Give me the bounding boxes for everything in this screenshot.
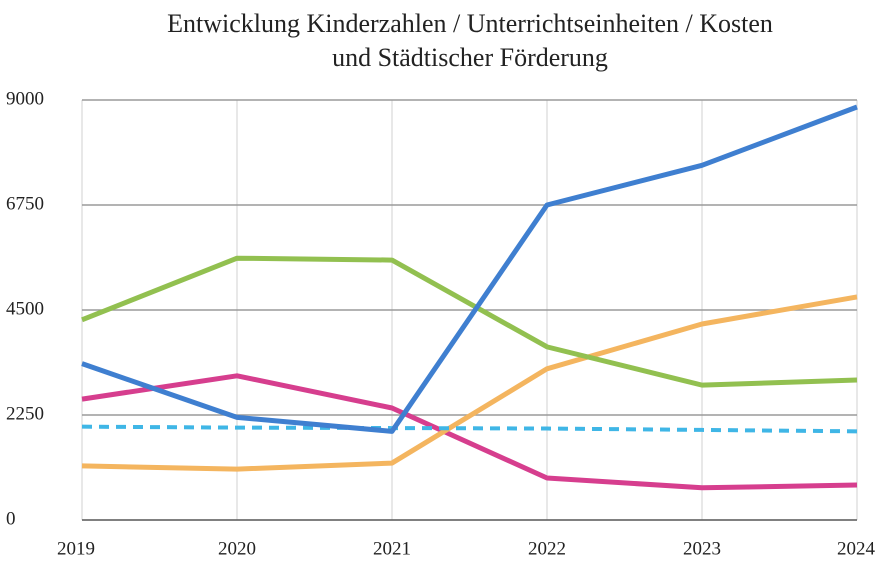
x-tick-label: 2024 xyxy=(837,538,875,559)
y-tick-label: 9000 xyxy=(6,88,44,109)
series-line xyxy=(81,424,858,434)
x-tick-label: 2019 xyxy=(57,538,95,559)
chart-title: Entwicklung Kinderzahlen / Unterrichtsei… xyxy=(167,9,773,38)
y-tick-label: 0 xyxy=(6,508,16,529)
x-tick-label: 2023 xyxy=(683,538,721,559)
y-tick-label: 4500 xyxy=(6,298,44,319)
series-line xyxy=(81,104,858,434)
x-tick-label: 2022 xyxy=(528,538,566,559)
series-line xyxy=(81,255,858,388)
series-line xyxy=(81,373,858,491)
series-line xyxy=(81,294,858,472)
chart-title: und Städtischer Förderung xyxy=(332,43,608,72)
y-tick-label: 2250 xyxy=(6,403,44,424)
x-tick-label: 2020 xyxy=(218,538,256,559)
y-tick-label: 6750 xyxy=(6,193,44,214)
x-tick-label: 2021 xyxy=(373,538,411,559)
